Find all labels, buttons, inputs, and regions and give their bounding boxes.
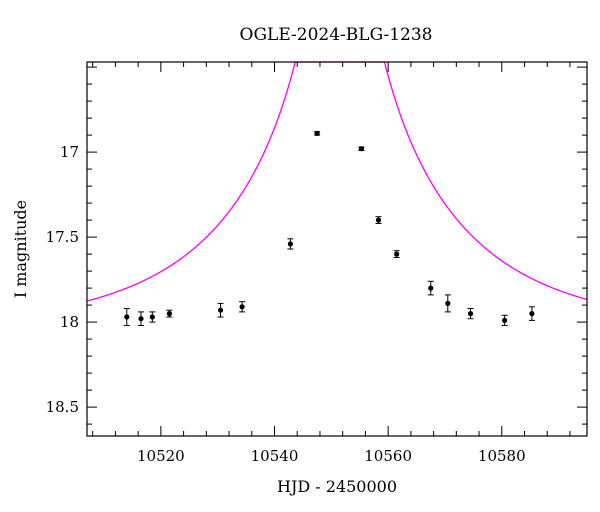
y-tick-label: 17.5 [46, 228, 79, 246]
data-point [428, 285, 434, 291]
data-point [314, 130, 320, 136]
model-curve [86, 61, 588, 302]
x-tick-label: 10580 [478, 447, 526, 465]
x-axis-label: HJD - 2450000 [277, 477, 397, 496]
x-tick-label: 10540 [251, 447, 299, 465]
data-point [287, 241, 294, 247]
data-point [358, 146, 365, 152]
data-point [217, 307, 224, 313]
data-point [394, 251, 400, 257]
data-point [138, 316, 144, 322]
data-point [166, 311, 172, 317]
data-points [123, 130, 535, 326]
y-tick-label: 17 [60, 143, 79, 161]
x-tick-label: 10560 [364, 447, 412, 465]
data-point [445, 300, 451, 306]
plot-frame [86, 61, 588, 437]
y-axis-label: I magnitude [11, 200, 30, 298]
data-point [502, 317, 508, 323]
axis-ticks: 10520 10540 10560 10580 17 17.5 18 18.5 [46, 62, 587, 465]
data-point [375, 217, 382, 223]
data-point [149, 314, 155, 320]
data-point [239, 304, 245, 310]
data-point [124, 314, 130, 320]
y-tick-label: 18 [60, 313, 79, 331]
y-tick-label: 18.5 [46, 398, 79, 416]
model-curve-group [86, 61, 588, 302]
data-point [467, 311, 474, 317]
x-tick-label: 10520 [137, 447, 185, 465]
data-point [529, 311, 535, 317]
chart-title: OGLE-2024-BLG-1238 [240, 25, 433, 45]
